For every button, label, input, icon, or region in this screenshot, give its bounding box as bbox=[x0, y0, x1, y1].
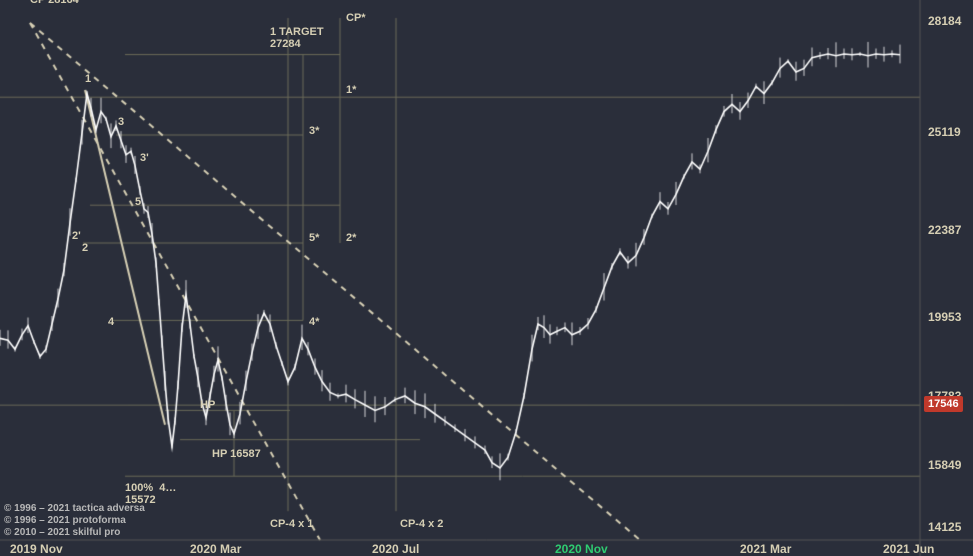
copyright-2: © 1996 – 2021 protoforma bbox=[4, 515, 126, 526]
price-tag-current: 17546 bbox=[924, 396, 963, 412]
y-tick: 28184 bbox=[928, 14, 961, 28]
x-tick: 2020 Jul bbox=[372, 542, 419, 556]
copyright-3: © 2010 – 2021 skilful pro bbox=[4, 527, 120, 538]
x-tick: 2021 Jun bbox=[883, 542, 934, 556]
x-tick: 2020 Mar bbox=[190, 542, 241, 556]
y-tick: 22387 bbox=[928, 223, 961, 237]
y-tick: 15849 bbox=[928, 458, 961, 472]
x-tick: 2021 Mar bbox=[740, 542, 791, 556]
y-tick: 25119 bbox=[928, 125, 961, 139]
y-tick: 14125 bbox=[928, 520, 961, 534]
y-tick: 19953 bbox=[928, 310, 961, 324]
copyright-1: © 1996 – 2021 tactica adversa bbox=[4, 503, 145, 514]
x-tick: 2020 Nov bbox=[555, 542, 608, 556]
price-chart bbox=[0, 0, 973, 556]
x-tick: 2019 Nov bbox=[10, 542, 63, 556]
